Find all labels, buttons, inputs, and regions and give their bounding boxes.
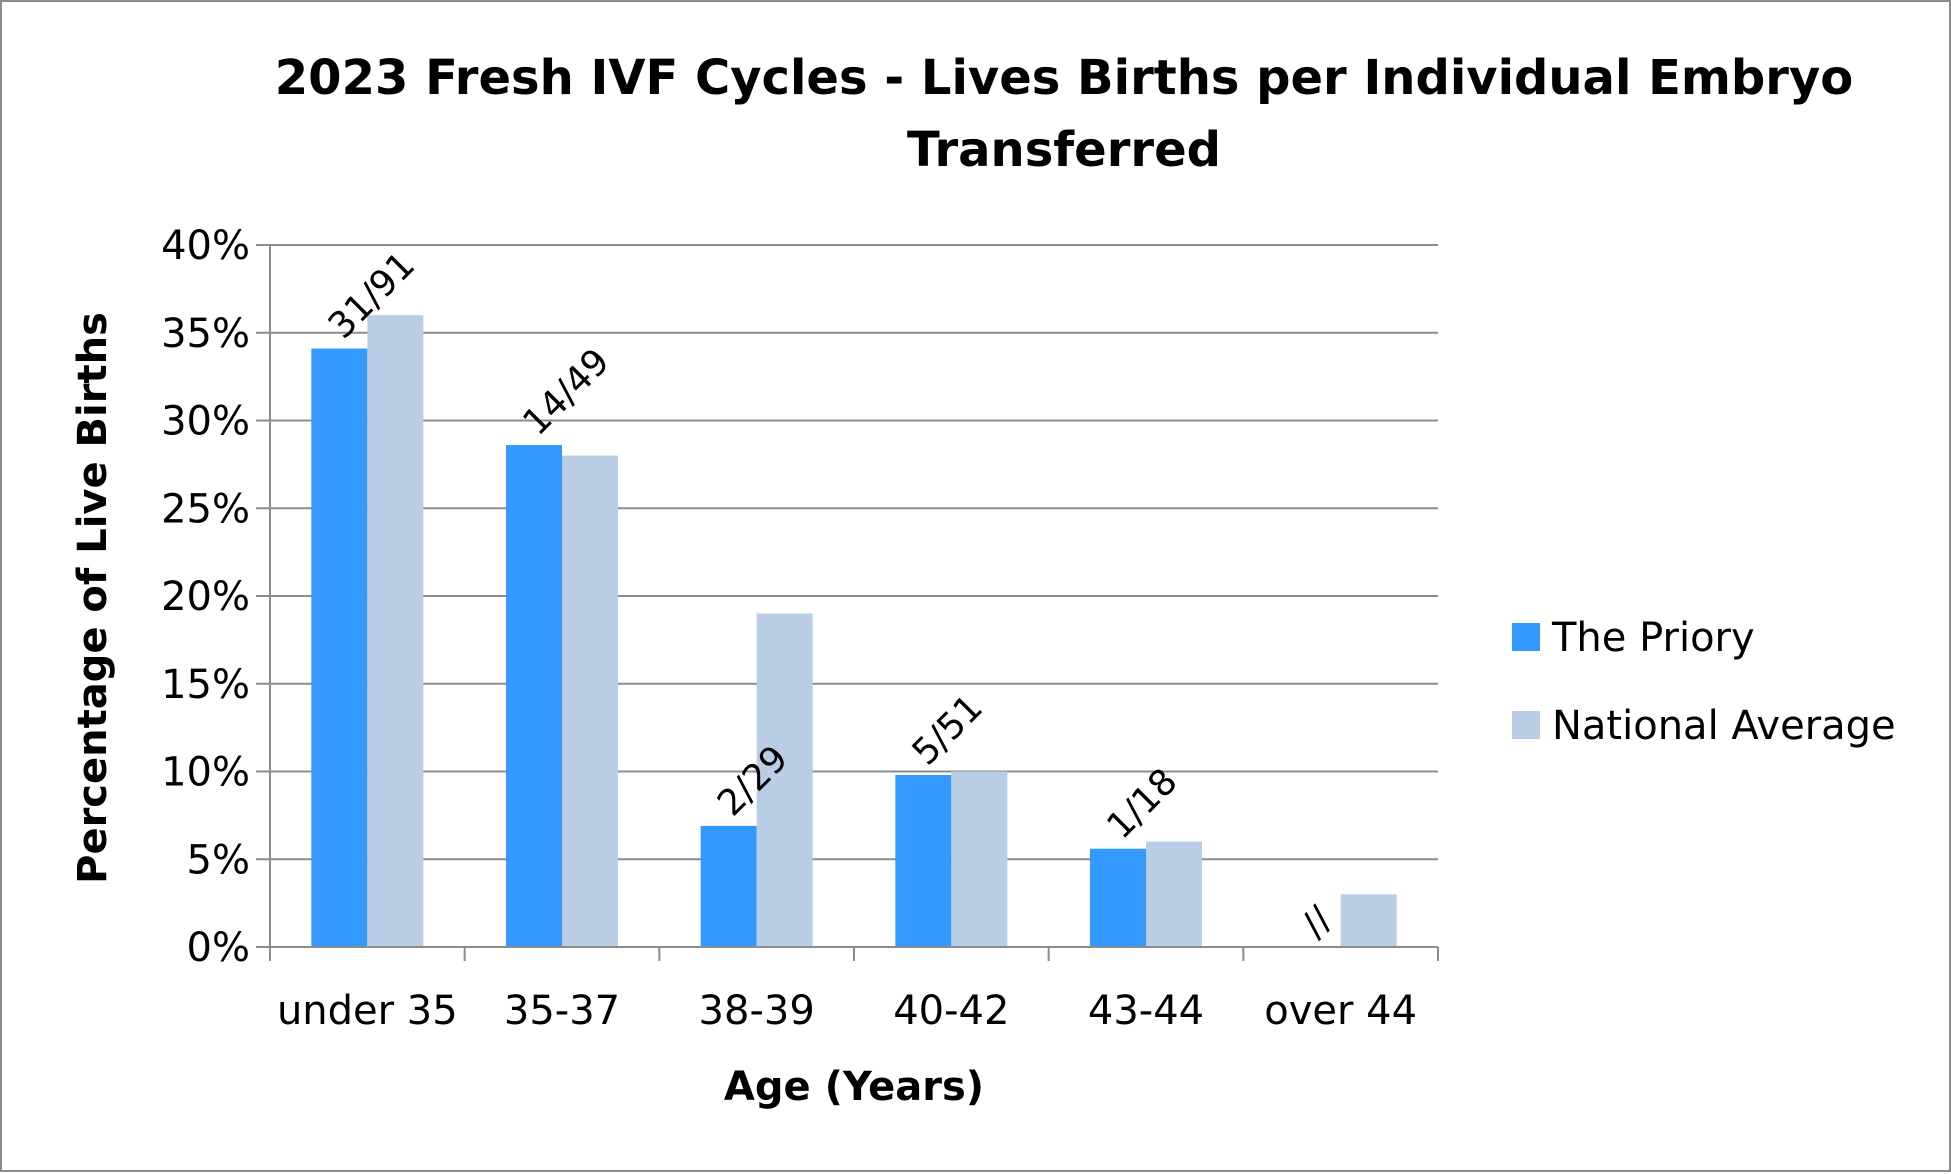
chart-title-line-1: 2023 Fresh IVF Cycles - Lives Births per… <box>275 50 1853 106</box>
y-tick-label-40: 40% <box>161 223 250 269</box>
x-tick-label-2: 38-39 <box>699 988 815 1034</box>
y-tick-label-30: 30% <box>161 399 250 445</box>
axes: 0% 5% 10% 15% 20% 25% 30% 35% 40% under 35 35-37 38… <box>161 223 1439 1034</box>
x-tick-label-0: under 35 <box>277 988 458 1034</box>
legend: The Priory National Average <box>1512 615 1896 749</box>
x-tick-label-4: 43-44 <box>1088 988 1204 1034</box>
bar-national-average-5 <box>1340 894 1397 947</box>
y-tick-label-25: 25% <box>161 486 250 532</box>
x-tick-label-5: over 44 <box>1264 988 1417 1034</box>
y-tick-label-0: 0% <box>187 925 250 971</box>
bar-the-priory-4 <box>1090 848 1146 947</box>
y-tick-label-5: 5% <box>187 837 250 883</box>
bar-national-average-1 <box>562 455 618 947</box>
bars <box>311 315 1397 947</box>
bar-national-average-4 <box>1146 841 1202 947</box>
data-label-the-priory-1: 14/49 <box>515 341 617 443</box>
bar-the-priory-3 <box>895 775 952 947</box>
x-tick-label-3: 40-42 <box>893 988 1009 1034</box>
legend-swatch-national-average <box>1512 711 1540 739</box>
bar-national-average-0 <box>367 315 424 947</box>
legend-label-the-priory: The Priory <box>1551 615 1755 661</box>
y-axis-title: Percentage of Live Births <box>70 312 116 884</box>
y-tick-label-15: 15% <box>161 662 250 708</box>
y-tick-label-35: 35% <box>161 311 250 357</box>
legend-swatch-the-priory <box>1512 623 1540 651</box>
x-tick-label-1: 35-37 <box>504 988 620 1034</box>
gridlines <box>270 244 1438 861</box>
data-label-the-priory-4: 1/18 <box>1099 761 1185 847</box>
y-tick-label-10: 10% <box>161 750 250 796</box>
bar-the-priory-2 <box>700 825 757 947</box>
data-label-the-priory-5: // <box>1294 899 1341 946</box>
y-tick-label-20: 20% <box>161 574 250 620</box>
x-axis-title: Age (Years) <box>724 1064 984 1110</box>
data-label-the-priory-3: 5/51 <box>905 687 991 773</box>
bar-the-priory-1 <box>506 445 562 947</box>
chart-title-line-2: Transferred <box>907 122 1221 178</box>
legend-label-national-average: National Average <box>1552 703 1896 749</box>
bar-the-priory-0 <box>311 348 368 947</box>
bar-national-average-2 <box>756 613 813 947</box>
bar-national-average-3 <box>951 771 1008 947</box>
